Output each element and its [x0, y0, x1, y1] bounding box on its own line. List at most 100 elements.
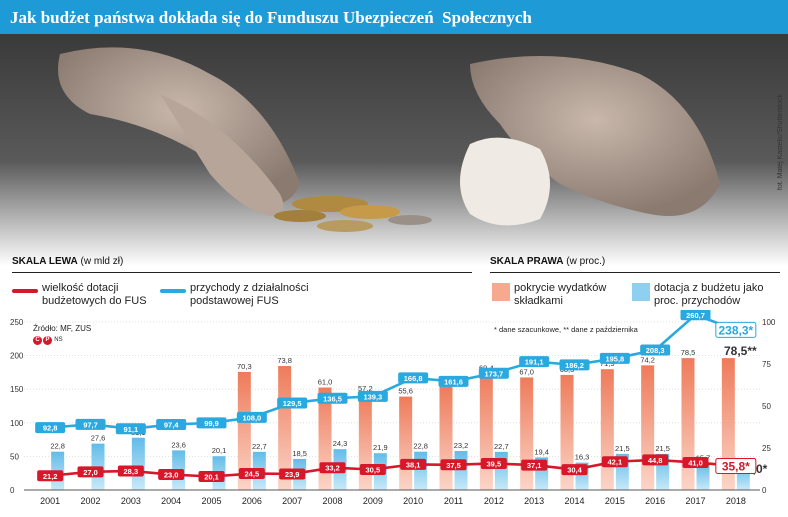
- coverage-bar: [237, 371, 251, 490]
- x-tick-label: 2003: [121, 496, 141, 506]
- revenue-point-label: 166,8: [404, 374, 423, 383]
- coverage-bar: [721, 358, 735, 490]
- subsidy-pct-bar-label: 21,5: [655, 444, 670, 453]
- x-tick-label: 2001: [40, 496, 60, 506]
- x-tick-label: 2012: [484, 496, 504, 506]
- x-tick-label: 2018: [726, 496, 746, 506]
- revenue-point-label-box: [478, 367, 509, 379]
- revenue-point-label-box: [438, 375, 469, 387]
- revenue-point-label: 91,1: [124, 425, 139, 434]
- subsidy-point-label: 23,9: [285, 470, 300, 479]
- revenue-point-label-box: [277, 397, 308, 409]
- revenue-point-label: 161,6: [444, 377, 463, 386]
- revenue-point-label: 208,3: [646, 346, 665, 355]
- coverage-bar-label: 78,5**: [724, 344, 757, 358]
- subsidy-pct-bar-label: 18,5: [292, 449, 307, 458]
- subsidy-point-label: 24,5: [245, 470, 260, 479]
- subsidy-point-label: 21,2: [43, 472, 58, 481]
- coverage-bar: [681, 358, 695, 490]
- subsidy-point-label-box: [77, 466, 104, 478]
- legend-swatch-subsidy: [12, 289, 38, 293]
- subsidy-point-label-box: [480, 457, 507, 469]
- revenue-point-label: 238,3*: [718, 323, 753, 337]
- left-tick-label: 100: [10, 419, 24, 428]
- x-tick-label: 2007: [282, 496, 302, 506]
- coverage-bar: [439, 386, 453, 490]
- subsidy-point-label: 41,0: [688, 458, 703, 467]
- subsidy-point-label: 39,5: [487, 459, 502, 468]
- revenue-point-label: 108,0: [242, 413, 261, 422]
- subsidy-pct-bar-label: 21,5: [615, 444, 630, 453]
- subsidy-point-label-box: [158, 469, 185, 481]
- coverage-bar: [560, 374, 574, 490]
- right-scale-title: SKALA PRAWA: [490, 256, 564, 267]
- legend-subsidy: wielkość dotacji budżetowych do FUS: [42, 282, 147, 307]
- subsidy-pct-bar: [454, 451, 468, 490]
- revenue-point-label: 97,4: [164, 421, 179, 430]
- photo-credit: fot. Matej Kastelic/Shutterstock: [777, 94, 784, 191]
- left-tick-label: 50: [10, 452, 19, 461]
- revenue-point-label-box: [680, 310, 711, 321]
- revenue-point-label-box: [115, 423, 146, 435]
- left-scale-rule: [12, 272, 472, 273]
- coverage-bar-label: 67,0: [519, 367, 534, 376]
- subsidy-point-label: 30,5: [366, 466, 381, 475]
- subsidy-pct-bar-label: 22,7: [494, 442, 509, 451]
- subsidy-point-label: 27,0: [83, 468, 98, 477]
- coverage-bar-label: 70,3: [237, 362, 252, 371]
- x-tick-label: 2015: [605, 496, 625, 506]
- revenue-point-label: 139,3: [363, 392, 382, 401]
- coverage-bar: [479, 373, 493, 490]
- right-tick-label: 75: [762, 360, 771, 369]
- subsidy-point-label-box: [279, 468, 306, 480]
- revenue-point-label-box: [559, 359, 590, 371]
- revenue-point-label: 136,5: [323, 394, 342, 403]
- legend-swatch-subsidy-pct: [632, 283, 650, 301]
- hands-with-coins-photo: [0, 34, 788, 266]
- right-scale-rule: [490, 272, 780, 273]
- revenue-point-label-box: [317, 392, 348, 404]
- subsidy-pct-bar-label: 20,1: [212, 446, 227, 455]
- legend-coverage: pokrycie wydatków składkami: [514, 282, 607, 307]
- subsidy-pct-bar-label: 23,6: [171, 440, 186, 449]
- subsidy-point-label: 42,1: [608, 458, 623, 467]
- subsidy-pct-bar-label: 24,3: [333, 439, 348, 448]
- legend-swatch-revenue: [160, 289, 186, 293]
- coverage-bar: [641, 365, 655, 490]
- page-title: Jak budżet państwa dokłada się do Fundus…: [10, 8, 532, 27]
- subsidy-point-label: 23,0: [164, 471, 179, 480]
- x-tick-label: 2004: [161, 496, 181, 506]
- subsidy-point-label-box: [561, 464, 588, 476]
- subsidy-pct-bar: [494, 451, 508, 490]
- revenue-point-label-box: [715, 321, 757, 338]
- right-tick-label: 25: [762, 444, 771, 453]
- revenue-point-label-box: [236, 411, 267, 423]
- subsidy-pct-bar-label: 23,2: [454, 441, 469, 450]
- revenue-point-label-box: [398, 372, 429, 384]
- subsidy-point-label: 37,5: [446, 461, 461, 470]
- subsidy-pct-bar-label: 27,6: [91, 434, 106, 443]
- subsidy-point-label-box: [440, 459, 467, 471]
- subsidy-point-label-box: [400, 458, 427, 470]
- coverage-bar-label: 55,6: [398, 387, 413, 396]
- subsidy-point-label-box: [319, 462, 346, 474]
- x-tick-label: 2002: [80, 496, 100, 506]
- title-bar: Jak budżet państwa dokłada się do Fundus…: [0, 0, 788, 34]
- subsidy-pct-bar-label: 22,8: [50, 442, 65, 451]
- legend-subsidy-pct: dotacja z budżetu jako proc. przychodów: [654, 282, 764, 307]
- subsidy-point-label-box: [715, 457, 757, 474]
- revenue-point-label: 260,7: [686, 311, 705, 320]
- coverage-bar-label: 61,0: [318, 378, 333, 387]
- revenue-point-label-box: [156, 419, 187, 431]
- revenue-point-label: 99,9: [204, 419, 219, 428]
- subsidy-point-label: 33,2: [325, 464, 340, 473]
- subsidy-point-label: 38,1: [406, 460, 421, 469]
- right-tick-label: 0: [762, 486, 767, 495]
- x-tick-label: 2010: [403, 496, 423, 506]
- left-scale-heading: SKALA LEWA (w mld zł): [12, 256, 123, 267]
- revenue-point-label-box: [640, 344, 671, 356]
- subsidy-pct-bar-label: 21,9: [373, 443, 388, 452]
- revenue-point-label-box: [519, 356, 550, 368]
- chart: 22,827,631,123,620,170,322,773,818,561,0…: [10, 310, 776, 506]
